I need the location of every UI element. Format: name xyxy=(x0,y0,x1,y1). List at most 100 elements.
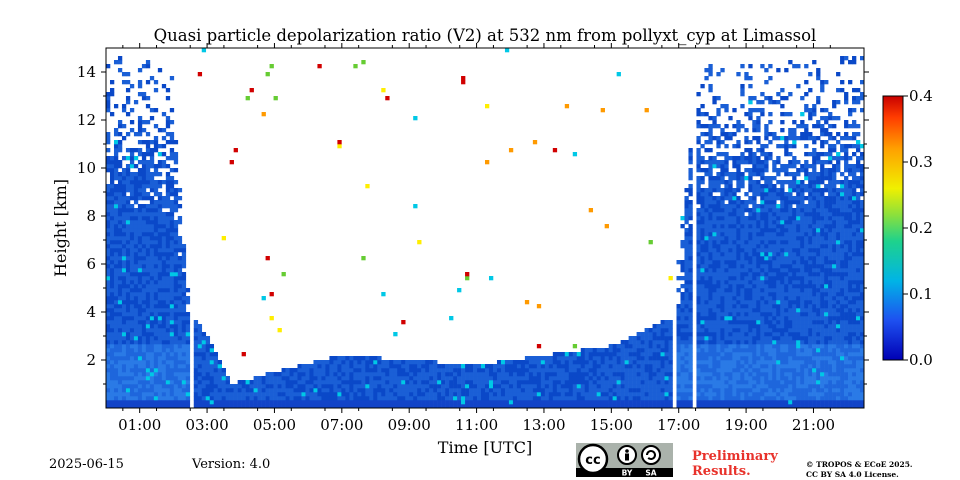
heatmap-cell xyxy=(576,388,582,393)
heatmap-cell xyxy=(169,292,175,297)
heatmap-cell xyxy=(141,320,147,325)
heatmap-cell xyxy=(684,392,689,397)
heatmap-cell xyxy=(728,344,733,349)
heatmap-cell xyxy=(205,340,211,345)
heatmap-cell xyxy=(700,384,705,389)
heatmap-cell xyxy=(616,380,621,385)
heatmap-cell xyxy=(485,392,490,397)
heatmap-cell xyxy=(441,396,446,401)
heatmap-cell xyxy=(708,344,713,349)
heatmap-cell xyxy=(724,132,729,137)
heatmap-cell xyxy=(520,364,526,369)
heatmap-cell xyxy=(704,388,709,393)
heatmap-cell xyxy=(301,380,306,385)
heatmap-cell xyxy=(764,252,769,257)
heatmap-cell xyxy=(756,124,761,129)
heatmap-cell xyxy=(177,324,183,329)
heatmap-cell xyxy=(768,212,773,217)
heatmap-cell xyxy=(772,300,777,305)
heatmap-cell xyxy=(728,392,733,397)
heatmap-cell xyxy=(740,336,745,341)
heatmap-cell xyxy=(528,404,534,408)
heatmap-cell xyxy=(752,268,757,273)
heatmap-cell xyxy=(520,384,526,389)
heatmap-cell xyxy=(106,168,111,173)
heatmap-cell xyxy=(524,380,530,385)
heatmap-cell xyxy=(800,356,805,361)
heatmap-cell xyxy=(433,400,438,405)
heatmap-cell xyxy=(708,200,713,205)
heatmap-cell xyxy=(369,404,374,408)
heatmap-cell xyxy=(780,300,785,305)
heatmap-cell xyxy=(652,340,657,345)
heatmap-cell xyxy=(441,384,446,389)
heatmap-cell xyxy=(792,364,797,369)
heatmap-cell xyxy=(173,180,179,185)
heatmap-cell xyxy=(784,284,789,289)
heatmap-cell xyxy=(764,68,769,73)
heatmap-cell xyxy=(137,224,143,229)
heatmap-cell xyxy=(229,160,234,165)
heatmap-cell xyxy=(129,356,135,361)
heatmap-cell xyxy=(485,372,490,377)
heatmap-cell xyxy=(106,220,111,225)
heatmap-cell xyxy=(153,140,159,145)
heatmap-cell xyxy=(752,352,757,357)
heatmap-cell xyxy=(800,340,805,345)
heatmap-cell xyxy=(620,380,625,385)
heatmap-cell xyxy=(792,212,797,217)
heatmap-cell xyxy=(153,316,159,321)
heatmap-cell xyxy=(792,344,797,349)
heatmap-cell xyxy=(772,228,777,233)
heatmap-cell xyxy=(556,384,562,389)
heatmap-cell xyxy=(640,360,645,365)
heatmap-cell xyxy=(149,300,155,305)
heatmap-cell xyxy=(748,248,753,253)
heatmap-cell xyxy=(393,380,398,385)
heatmap-cell xyxy=(109,264,115,269)
heatmap-cell xyxy=(106,160,111,165)
heatmap-cell xyxy=(712,260,717,265)
heatmap-cell xyxy=(221,388,226,393)
heatmap-cell xyxy=(488,384,494,389)
heatmap-cell xyxy=(205,368,211,373)
heatmap-cell xyxy=(349,360,354,365)
heatmap-cell xyxy=(608,384,613,389)
heatmap-cell xyxy=(117,384,123,389)
heatmap-cell xyxy=(740,156,745,161)
heatmap-cell xyxy=(113,364,119,369)
heatmap-cell xyxy=(421,400,426,405)
heatmap-cell xyxy=(800,268,805,273)
heatmap-cell xyxy=(113,148,119,153)
heatmap-cell xyxy=(177,308,183,313)
heatmap-cell xyxy=(193,400,199,405)
heatmap-cell xyxy=(680,296,685,301)
heatmap-cell xyxy=(772,272,777,277)
heatmap-cell xyxy=(381,360,386,365)
heatmap-cell xyxy=(169,288,175,293)
heatmap-cell xyxy=(113,160,119,165)
heatmap-cell xyxy=(165,124,171,129)
heatmap-cell xyxy=(604,368,609,373)
heatmap-cell xyxy=(780,336,785,341)
heatmap-cell xyxy=(728,288,733,293)
heatmap-cell xyxy=(656,336,661,341)
heatmap-cell xyxy=(145,344,151,349)
heatmap-cell xyxy=(524,384,530,389)
heatmap-cell xyxy=(796,372,801,377)
heatmap-cell xyxy=(121,360,127,365)
heatmap-cell xyxy=(776,220,781,225)
heatmap-cell xyxy=(716,232,721,237)
heatmap-cell xyxy=(696,108,701,113)
heatmap-cell xyxy=(780,168,785,173)
heatmap-cell xyxy=(728,360,733,365)
heatmap-cell xyxy=(540,360,546,365)
heatmap-cell xyxy=(516,404,522,408)
heatmap-cell xyxy=(197,324,203,329)
heatmap-cell xyxy=(716,392,721,397)
heatmap-cell xyxy=(780,328,785,333)
heatmap-cell xyxy=(145,204,151,209)
heatmap-cell xyxy=(792,276,797,281)
heatmap-cell xyxy=(724,316,729,321)
heatmap-cell xyxy=(205,364,211,369)
